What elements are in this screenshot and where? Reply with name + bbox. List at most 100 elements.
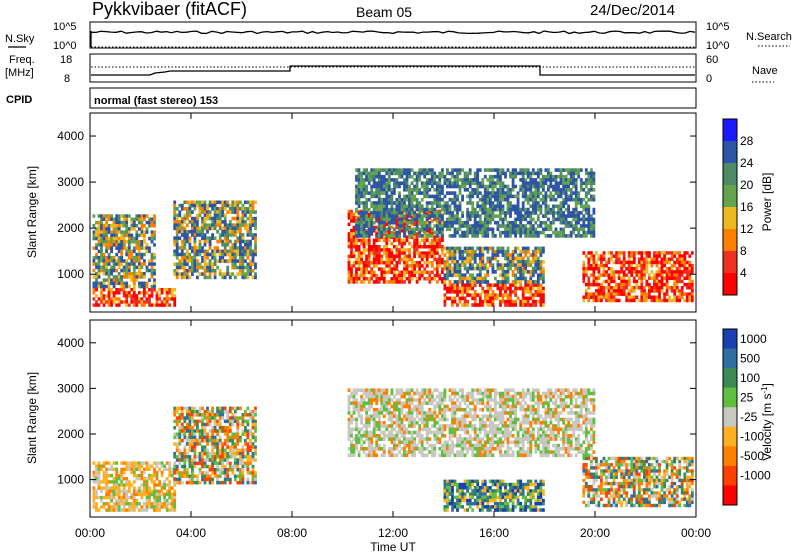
range-time-cell (377, 214, 381, 218)
range-time-cell (92, 233, 96, 238)
range-time-cell (155, 297, 159, 301)
range-time-cell (140, 281, 144, 286)
range-time-cell (153, 281, 156, 286)
range-time-cell (572, 224, 576, 228)
range-time-cell (173, 477, 177, 482)
range-time-cell (211, 269, 214, 273)
range-time-cell (428, 181, 432, 185)
range-time-cell (643, 260, 646, 265)
range-time-cell (529, 217, 533, 222)
range-time-cell (481, 253, 485, 257)
range-time-cell (122, 294, 126, 298)
range-time-cell (127, 303, 131, 307)
range-time-cell (584, 178, 588, 182)
range-time-cell (130, 483, 134, 487)
range-time-cell (536, 266, 540, 271)
range-time-cell (408, 220, 411, 225)
range-time-cell (120, 214, 124, 218)
range-time-cell (198, 200, 202, 205)
range-time-cell (663, 298, 666, 303)
range-time-cell (458, 220, 462, 225)
range-time-cell (102, 233, 106, 238)
colorbar-tick-label: 12 (740, 222, 754, 236)
range-time-cell (193, 252, 197, 257)
range-time-cell (552, 194, 555, 199)
range-time-cell (423, 188, 427, 192)
range-time-cell (380, 181, 384, 185)
range-time-cell (110, 489, 113, 493)
range-time-cell (418, 251, 422, 255)
range-time-cell (413, 267, 416, 271)
range-time-cell (107, 268, 111, 273)
power-colorbar-label: Power [dB] (760, 173, 774, 232)
range-time-cell (107, 473, 111, 478)
range-time-cell (448, 224, 452, 228)
range-time-cell (496, 246, 500, 251)
range-time-cell (403, 227, 406, 232)
range-time-cell (208, 429, 212, 433)
range-time-cell (380, 184, 384, 189)
range-time-cell (143, 281, 146, 286)
range-time-cell (403, 241, 406, 246)
range-time-cell (198, 461, 202, 466)
range-time-cell (468, 260, 472, 264)
range-time-cell (559, 181, 563, 185)
range-time-cell (552, 188, 555, 192)
range-time-cell (163, 495, 166, 500)
range-time-cell (612, 270, 616, 274)
range-time-cell (451, 181, 454, 185)
range-time-cell (534, 253, 538, 257)
range-time-cell (544, 224, 548, 228)
range-time-cell (153, 243, 156, 247)
range-time-cell (95, 480, 98, 484)
range-time-cell (491, 293, 495, 297)
range-time-cell (511, 249, 515, 254)
range-time-cell (554, 234, 558, 238)
range-time-cell (173, 489, 177, 493)
range-time-cell (680, 263, 684, 268)
range-time-cell (435, 197, 439, 202)
range-time-cell (463, 303, 467, 307)
range-time-cell (233, 216, 237, 221)
range-time-cell (208, 409, 212, 414)
range-time-cell (367, 197, 371, 202)
range-time-cell (198, 435, 202, 440)
range-time-cell (362, 220, 366, 225)
range-time-cell (357, 261, 361, 265)
range-time-cell (615, 289, 618, 293)
range-time-cell (125, 220, 129, 225)
range-time-cell (494, 184, 497, 189)
range-time-cell (418, 267, 422, 271)
range-time-cell (100, 486, 103, 490)
range-time-cell (208, 200, 212, 205)
range-time-cell (102, 297, 106, 301)
range-time-cell (456, 174, 459, 179)
range-time-cell (228, 249, 232, 254)
range-time-cell (105, 246, 108, 250)
range-time-cell (211, 406, 214, 411)
range-time-cell (461, 181, 464, 185)
range-time-cell (562, 214, 565, 218)
range-time-cell (138, 259, 141, 263)
range-time-cell (198, 233, 202, 237)
range-time-cell (542, 296, 545, 301)
range-time-cell (377, 211, 381, 215)
range-time-cell (663, 276, 666, 280)
range-time-cell (501, 293, 505, 297)
range-time-cell (577, 211, 581, 215)
range-time-cell (211, 413, 214, 417)
range-time-cell (127, 284, 131, 289)
range-time-cell (173, 297, 177, 301)
range-time-cell (193, 236, 197, 240)
range-time-cell (175, 220, 179, 224)
range-time-cell (456, 178, 459, 182)
range-time-cell (201, 413, 204, 417)
range-time-cell (675, 286, 679, 290)
range-time-cell (226, 265, 230, 270)
range-time-cell (433, 207, 437, 212)
range-time-cell (577, 174, 581, 179)
range-time-cell (592, 257, 596, 261)
range-time-cell (196, 480, 199, 485)
range-time-cell (226, 226, 230, 231)
range-time-cell (148, 278, 151, 282)
